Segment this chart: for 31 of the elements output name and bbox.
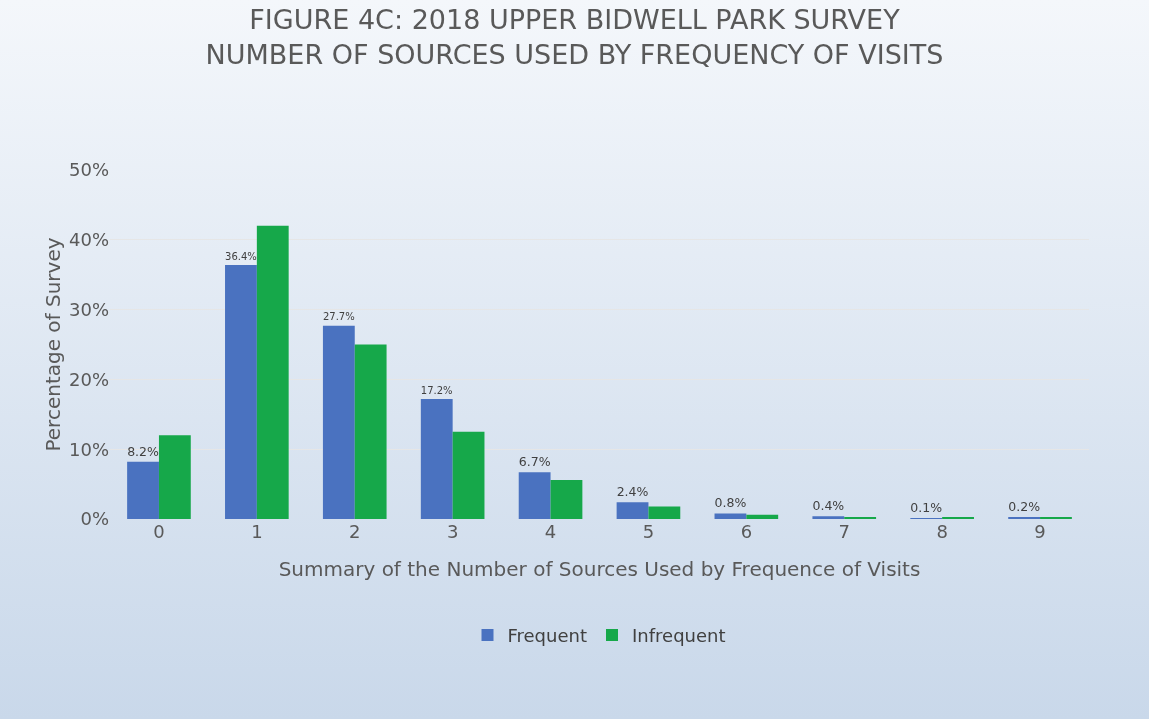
- legend-label: Infrequent: [632, 624, 726, 646]
- data-label: 6.7%: [518, 454, 551, 470]
- data-label: 2.4%: [616, 484, 649, 500]
- y-tick-label: 30%: [68, 298, 109, 320]
- data-label: 0.1%: [910, 500, 943, 516]
- data-label: 17.2%: [420, 384, 453, 396]
- x-tick-label: 4: [544, 521, 557, 542]
- x-tick-label: 0: [153, 521, 165, 542]
- x-tick-label: 2: [349, 521, 361, 542]
- y-axis-title: Percentage of Survey: [41, 237, 65, 452]
- data-label: 0.2%: [1008, 499, 1041, 515]
- y-tick-label: 50%: [68, 159, 109, 181]
- x-tick-label: 1: [251, 521, 263, 542]
- data-label: 8.2%: [127, 443, 160, 459]
- data-label: 36.4%: [225, 250, 257, 262]
- x-tick-label: 7: [838, 521, 850, 542]
- chart-title: FIGURE 4C: 2018 UPPER BIDWELL PARK SURVEY NUMBER OF SOURCES USED BY FREQUENCY OF VISITS: [205, 3, 944, 70]
- y-tick-label: 0%: [80, 508, 109, 530]
- y-tick-label: 10%: [68, 438, 109, 460]
- y-tick-label: 20%: [68, 368, 109, 390]
- data-label: 0.8%: [714, 495, 747, 511]
- data-label: 0.4%: [812, 498, 845, 514]
- x-tick-label: 3: [446, 521, 459, 542]
- y-tick-label: 40%: [68, 229, 109, 251]
- data-label: 27.7%: [322, 311, 355, 323]
- x-axis-title: Summary of the Number of Sources Used by Frequence of Visits: [278, 556, 921, 581]
- x-tick-label: 5: [642, 521, 655, 542]
- legend-label: Frequent: [507, 624, 587, 646]
- x-tick-label: 6: [740, 521, 753, 542]
- x-tick-label: 8: [936, 521, 948, 542]
- x-tick-label: 9: [1034, 521, 1046, 542]
